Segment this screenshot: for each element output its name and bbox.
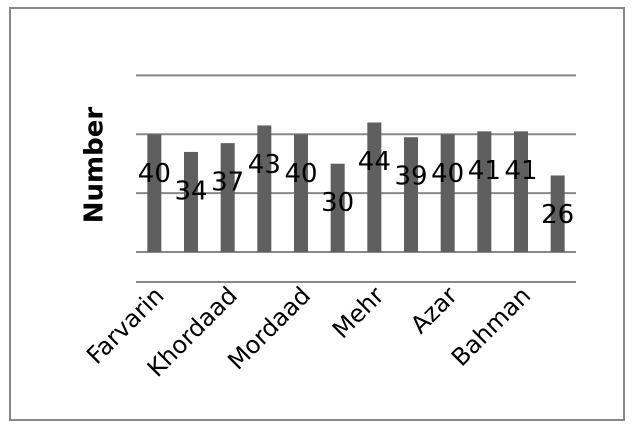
data-label: 40 xyxy=(138,159,171,189)
data-label: 30 xyxy=(321,188,354,218)
data-label: 41 xyxy=(504,156,537,186)
y-axis-title: Number xyxy=(80,107,110,224)
data-label: 34 xyxy=(174,176,207,206)
bar xyxy=(550,175,565,252)
data-label: 40 xyxy=(431,159,464,189)
data-label: 37 xyxy=(211,168,244,198)
data-label: 41 xyxy=(468,156,501,186)
data-label: 44 xyxy=(358,147,391,177)
data-label: 40 xyxy=(284,159,317,189)
data-label: 43 xyxy=(248,150,281,180)
bar xyxy=(514,131,528,252)
bar xyxy=(367,122,382,252)
bar xyxy=(294,134,308,252)
bar xyxy=(257,125,272,252)
data-label: 39 xyxy=(394,162,427,192)
bar xyxy=(404,137,418,252)
bar xyxy=(330,163,345,252)
bar xyxy=(184,151,198,252)
bar xyxy=(147,134,162,252)
bar xyxy=(440,134,455,252)
data-label: 26 xyxy=(541,200,574,230)
bar xyxy=(477,131,492,252)
bar xyxy=(220,143,235,252)
